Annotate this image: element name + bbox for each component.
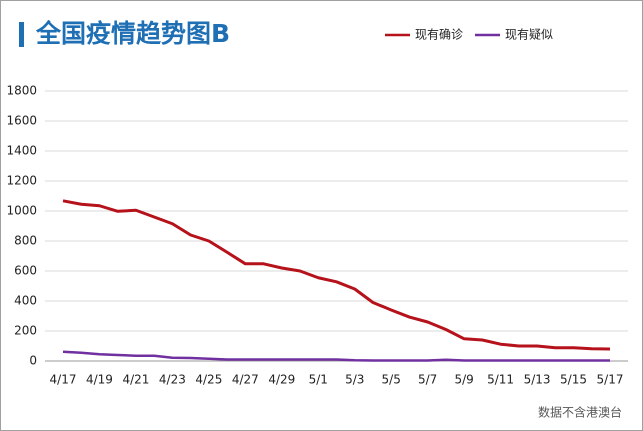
x-tick-label: 5/3 [345,373,364,387]
y-tick-label: 0 [29,354,37,368]
x-tick-label: 4/25 [195,373,222,387]
legend-label: 现有确诊 [415,28,463,42]
x-tick-label: 5/1 [309,373,328,387]
y-tick-label: 400 [14,294,37,308]
y-tick-label: 200 [14,324,37,338]
x-tick-label: 5/11 [487,373,514,387]
series-line [62,350,610,362]
y-tick-label: 1600 [6,114,37,128]
source-note: 数据不含港澳台 [538,405,622,420]
y-tick-label: 1400 [6,144,37,158]
x-tick-label: 4/21 [122,373,149,387]
x-tick-label: 4/17 [50,373,77,387]
x-tick-label: 5/5 [382,373,401,387]
x-tick-label: 5/17 [597,373,624,387]
x-tick-label: 5/15 [560,373,587,387]
series-line [62,199,611,351]
x-tick-label: 4/19 [86,373,113,387]
y-tick-label: 1200 [6,174,37,188]
x-tick-label: 5/9 [454,373,473,387]
title-marker [19,22,24,47]
x-tick-label: 5/13 [524,373,551,387]
x-tick-label: 4/23 [159,373,186,387]
y-tick-label: 600 [14,264,37,278]
chart-title: 全国疫情趋势图B [35,19,230,48]
y-tick-label: 1000 [6,204,37,218]
x-tick-label: 4/27 [232,373,259,387]
x-tick-label: 4/29 [268,373,295,387]
y-tick-label: 800 [14,234,37,248]
x-tick-label: 5/7 [418,373,437,387]
y-tick-label: 1800 [6,84,37,98]
legend-label: 现有疑似 [505,27,553,42]
